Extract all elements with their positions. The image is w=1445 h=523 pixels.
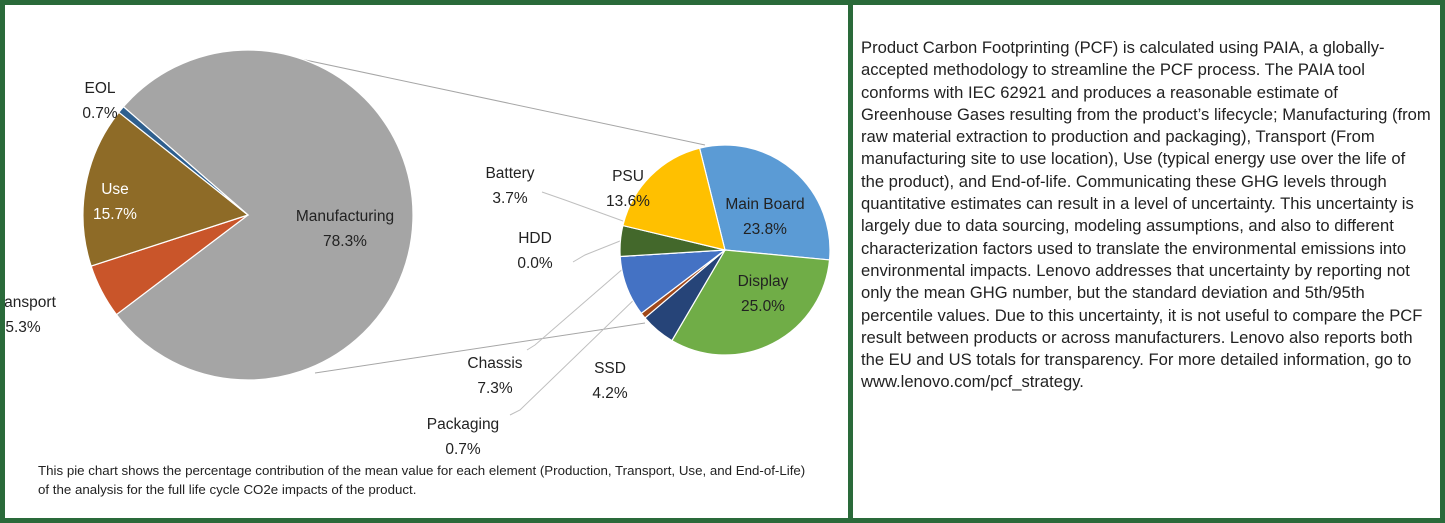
leader-line <box>526 266 626 351</box>
slice-label: Packaging <box>427 416 499 433</box>
leader-line <box>541 191 624 222</box>
leader-line <box>509 292 642 416</box>
slice-value: 23.8% <box>743 221 787 238</box>
caption: This pie chart shows the percentage cont… <box>38 463 806 497</box>
pie-slice <box>671 249 831 356</box>
slice-label: PSU <box>612 168 644 185</box>
slice-label: Display <box>738 273 789 290</box>
description: Product Carbon Footprinting (PCF) is cal… <box>861 38 1431 392</box>
slice-label: Chassis <box>467 355 522 372</box>
pie-slice <box>698 144 831 261</box>
leader-line <box>572 236 631 263</box>
pie-slice <box>115 49 414 381</box>
slice-value: 0.7% <box>445 441 481 455</box>
divider <box>848 5 853 518</box>
slice-value: 4.2% <box>592 385 628 402</box>
slice-label: SSD <box>594 360 626 377</box>
slice-label: EOL <box>84 80 115 97</box>
connector <box>262 50 706 146</box>
pie-slice <box>622 147 726 251</box>
slice-value: 7.3% <box>477 380 513 397</box>
slice-label: Manufacturing <box>296 208 394 225</box>
slice-label: Use <box>101 181 129 198</box>
slice-value: 0.0% <box>517 255 553 272</box>
slice-value: 13.6% <box>606 193 650 210</box>
slice-value: 3.7% <box>492 190 528 207</box>
slice-value: 15.7% <box>93 206 137 223</box>
slice-value: 5.3% <box>5 319 41 336</box>
slice-label: HDD <box>518 230 552 247</box>
slice-value: 78.3% <box>323 233 367 250</box>
pie-slice <box>117 105 249 216</box>
pie-slice <box>82 111 250 267</box>
slice-value: 25.0% <box>741 298 785 315</box>
chart: Manufacturing 78.3% Transport 5.3% Use 15.7% E… <box>5 49 831 455</box>
slice-value: 0.7% <box>82 105 118 122</box>
slice-label: Main Board <box>725 196 804 213</box>
connector <box>314 322 646 374</box>
slice-label: Transport <box>5 294 57 311</box>
slice-label: Battery <box>485 165 534 182</box>
